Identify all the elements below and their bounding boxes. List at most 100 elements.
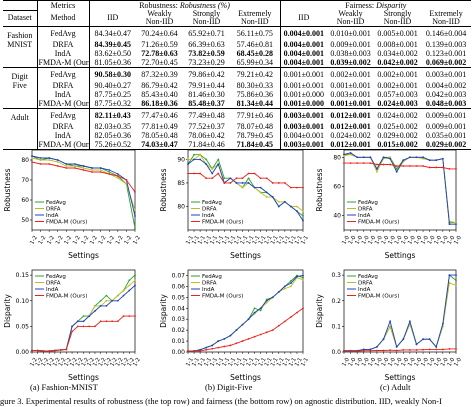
data-point xyxy=(187,158,189,161)
x-tick-label: 1-2 xyxy=(64,357,74,368)
data-point xyxy=(36,349,39,352)
x-tick-label: 1-2 xyxy=(35,357,45,368)
data-point xyxy=(259,307,262,310)
x-tick-label: 1-1 xyxy=(258,357,268,368)
data-point xyxy=(187,163,189,166)
x-tick-label: 1-1 xyxy=(216,357,226,368)
value-cell: 0.057±0.003 xyxy=(377,90,418,99)
data-point xyxy=(302,219,304,222)
value-cell: 70.24±0.64 xyxy=(136,26,183,40)
data-point xyxy=(362,349,365,352)
col-header-strong2: Strongly Non-IID xyxy=(374,10,422,27)
value-cell: 85.43±0.40 xyxy=(141,90,178,99)
data-point xyxy=(271,182,274,184)
value-cell: 0.042±0.003 xyxy=(425,90,467,99)
value-cell: 0.015±0.002 xyxy=(374,140,422,150)
value-cell: 71.26±0.59 xyxy=(141,40,178,49)
plot-frame xyxy=(187,269,304,353)
data-point xyxy=(402,159,405,162)
data-point xyxy=(428,166,431,169)
method-cell: DRFA xyxy=(36,81,89,90)
dataset-label-line2: MNIST xyxy=(7,40,33,49)
y-axis-label: Robustness xyxy=(3,168,12,211)
data-point xyxy=(448,274,451,277)
col-header-dataset: Dataset xyxy=(3,9,37,27)
value-cell: 86.18±0.36 xyxy=(141,99,178,108)
x-tick-label: 1-2 xyxy=(81,357,91,368)
col-header-extreme: Extremely Non-IID xyxy=(230,10,281,27)
data-point xyxy=(88,315,91,318)
data-point xyxy=(302,214,304,217)
data-point xyxy=(428,348,431,351)
data-point xyxy=(376,349,378,352)
x-tick-label: 1-1 xyxy=(197,357,207,368)
data-point xyxy=(116,175,119,177)
legend-label: IndA xyxy=(358,213,371,219)
chart-b-bottom: 0.000.010.020.030.040.050.060.071-11-11-… xyxy=(159,269,310,382)
data-point xyxy=(253,311,256,314)
value-cell: 0.003±0.001 xyxy=(330,90,371,99)
x-tick-label: 1-1 xyxy=(270,235,280,246)
data-point xyxy=(408,156,411,159)
x-tick-label: 1-1 xyxy=(294,235,304,246)
caption-c: (c) Adult xyxy=(380,382,411,392)
data-point xyxy=(247,318,250,321)
data-point xyxy=(271,196,274,198)
data-point xyxy=(448,223,451,226)
data-point xyxy=(415,349,418,351)
data-point xyxy=(71,325,73,328)
y-tick-label: 0.2 xyxy=(331,298,341,305)
value-cell: 0.002±0.001 xyxy=(327,67,375,81)
legend-label: DRFA xyxy=(358,281,373,287)
x-tick-label: 1-2 xyxy=(86,357,96,368)
value-cell: 80.30±0.33 xyxy=(236,81,273,90)
y-tick-label: 50 xyxy=(21,217,29,224)
data-point xyxy=(39,159,42,161)
x-tick-label: 1-2 xyxy=(127,357,137,368)
data-point xyxy=(265,331,268,334)
x-axis-label: Settings xyxy=(230,373,261,382)
value-cell: 0.039±0.002 xyxy=(330,58,371,67)
data-point xyxy=(199,172,202,175)
data-point xyxy=(402,349,405,351)
y-tick-label: 80 xyxy=(177,203,185,210)
chart-c-top: 4060801-01-01-01-01-01-01-01-01-01-01-01… xyxy=(315,149,463,260)
value-cell: 65.92±0.71 xyxy=(183,26,230,40)
value-cell: 90.40±0.27 xyxy=(88,81,136,90)
value-cell: 0.024±0.002 xyxy=(330,131,371,140)
x-axis-label: Settings xyxy=(68,251,99,260)
data-point xyxy=(382,163,385,166)
data-point xyxy=(389,349,392,352)
value-cell: 77.47±0.46 xyxy=(136,108,183,122)
x-tick-label: 1-0 xyxy=(348,357,358,368)
data-point xyxy=(455,348,457,350)
data-point xyxy=(271,329,274,332)
x-tick-label: 1-1 xyxy=(282,357,292,368)
x-tick-label: 1-1 xyxy=(185,235,195,246)
x-tick-label: 1-1 xyxy=(234,357,244,368)
data-point xyxy=(302,186,304,189)
value-cell: 0.012±0.001 xyxy=(330,122,371,131)
value-cell: 0.008±0.001 xyxy=(377,40,418,49)
value-cell: 79.91±0.44 xyxy=(188,81,225,90)
x-tick-label: 1-1 xyxy=(222,357,232,368)
x-tick-label: 1-2 xyxy=(98,357,108,368)
data-point xyxy=(105,294,108,297)
legend-label: IndA xyxy=(46,287,59,293)
legend-label: DRFA xyxy=(46,207,61,213)
x-tick-label: 1-1 xyxy=(222,235,232,246)
value-cell: 0.001±0.001 xyxy=(279,67,328,81)
legend-label: FedAvg xyxy=(46,274,66,280)
data-point xyxy=(82,167,85,169)
value-cell: 0.029±0.002 xyxy=(421,140,472,150)
data-point xyxy=(116,173,119,175)
y-tick-label: 0.0 xyxy=(331,349,341,356)
data-point xyxy=(99,167,102,169)
data-point xyxy=(48,163,51,165)
data-point xyxy=(56,159,59,161)
value-cell: 0.004±0.001 xyxy=(279,58,328,68)
data-point xyxy=(349,350,352,353)
data-point xyxy=(193,172,195,175)
data-point xyxy=(408,320,411,323)
value-cell: 0.001±0.000 xyxy=(279,90,328,99)
